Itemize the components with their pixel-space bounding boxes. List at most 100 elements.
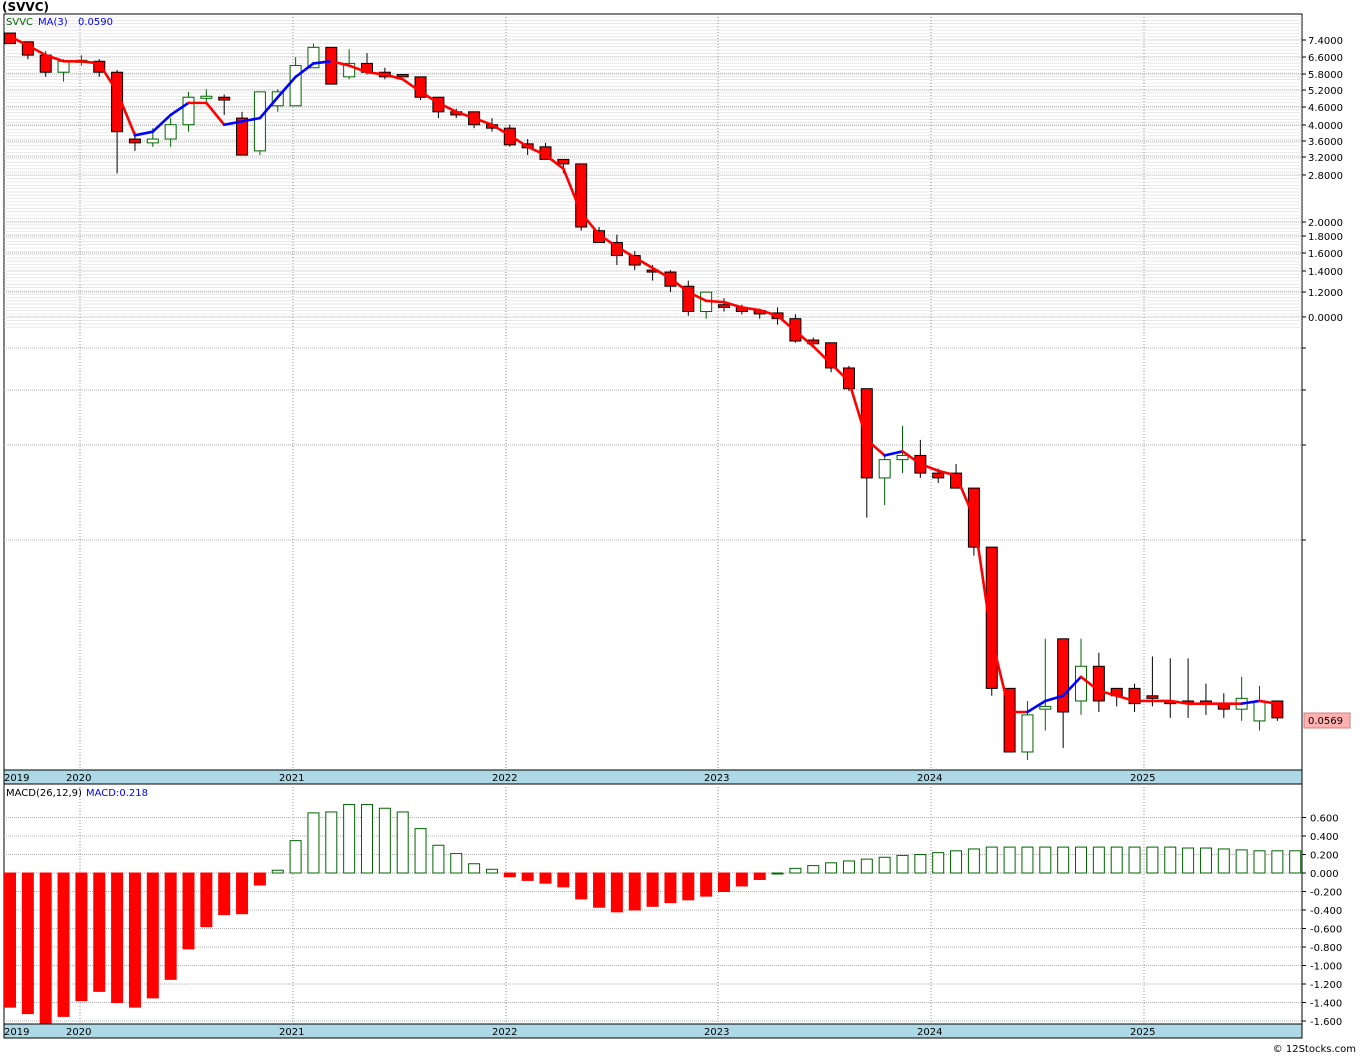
ma-segment [669,277,690,294]
macd-bar [593,872,606,908]
candle-body [325,46,338,85]
candle-body [1271,700,1284,719]
macd-bar [718,872,730,892]
price-tick-label: 1.4000 [1308,267,1343,278]
macd-bar [361,804,373,874]
price-tick-label: 5.2000 [1308,86,1343,97]
candle-body [146,138,159,144]
macd-bar [1003,846,1016,874]
year-labels-bottom: 2019 2020 2021 2022 2023 2024 2025 [4,1027,1155,1038]
ma-segment [544,153,565,170]
macd-bar [1199,847,1212,874]
macd-value-label: MACD:0.218 [86,788,148,799]
macd-bar [111,872,124,1003]
candle-body [1128,687,1141,705]
last-price-tag [1303,712,1351,729]
macd-bar [557,872,570,888]
macd-bar [1253,850,1266,874]
candle-body [343,62,356,78]
macd-tick-label: -0.600 [1310,925,1342,936]
price-tick-label: 7.4000 [1308,36,1343,47]
candle-body [682,285,695,313]
chart-title: (SVVC) [2,0,49,14]
ma-segment [1115,694,1136,703]
macd-bar [289,840,302,874]
ma-segment [205,101,226,127]
macd-bar [753,872,766,880]
ma-segment [80,59,101,65]
ma-segment [901,450,922,466]
ma-segment [26,44,48,57]
candle-body [128,138,141,144]
ma-segment [1044,694,1065,703]
ma-segment [472,116,494,127]
year-label: 2024 [917,1027,942,1038]
ma-segment [401,77,422,94]
candle-body [593,230,606,244]
macd-bar [896,854,909,874]
candle-body [396,74,409,78]
macd-bar [396,811,409,874]
price-tick-label: 2.8000 [1308,171,1343,182]
candle-body [878,459,891,479]
ma-segment [490,123,512,137]
ma-segment [758,308,779,318]
ma-segment [8,35,30,47]
year-label: 2021 [279,1027,304,1038]
candle-body [985,546,998,689]
macd-bar [628,872,641,911]
macd-bar [450,853,463,874]
macd-bar [825,862,838,874]
price-tick-label: 3.2000 [1308,153,1343,164]
macd-bar [967,848,980,874]
ma-segment [686,290,708,303]
year-label: 2023 [704,1027,729,1038]
macd-bar [146,872,159,999]
macd-bar [771,872,784,875]
candle-body [575,163,588,228]
macd-bar [735,872,748,887]
macd-tick-label: 0.000 [1310,869,1339,880]
ma-segment [169,101,190,117]
candle-body [307,46,320,69]
candle-body [1003,687,1016,753]
candle-body [182,96,195,126]
year-label: 2022 [492,773,517,784]
macd-tick-label: -0.800 [1310,943,1342,954]
macd-bar [1164,846,1177,874]
year-label: 2020 [66,1027,91,1038]
ma-segment [508,134,529,149]
year-label: 2023 [704,773,729,784]
macd-bar [539,872,552,884]
year-label: 2021 [279,773,304,784]
macd-bar [610,872,623,913]
ma-segment [829,362,851,383]
candle-body [289,65,302,107]
ma-segment [954,474,976,519]
macd-bar [1182,847,1195,874]
macd-bar [860,858,873,874]
ma-segment [1026,699,1047,714]
ma-segment [258,95,280,120]
macd-bar [914,854,927,874]
macd-bar [378,807,391,874]
price-y-axis: 7.4000 6.6000 5.8000 5.2000 4.6000 4.0000 3.60… [1302,36,1343,541]
macd-bar [842,860,855,874]
macd-bar [414,828,427,874]
ma-segment [651,266,672,280]
macd-bar [271,869,284,874]
macd-bar [325,811,338,874]
year-label: 2020 [66,773,91,784]
ma-segment [329,59,351,67]
macd-bar [646,872,659,907]
macd-bar [700,872,713,897]
ma-segment [44,53,65,63]
ma-segment [97,62,119,94]
macd-bar [218,872,231,916]
ma-segment [240,116,262,123]
candle-body [860,388,873,479]
macd-bar [1217,848,1230,874]
last-price-label: 0.0569 [1308,716,1343,727]
macd-bar [182,872,195,950]
year-label: 2019 [4,773,29,784]
